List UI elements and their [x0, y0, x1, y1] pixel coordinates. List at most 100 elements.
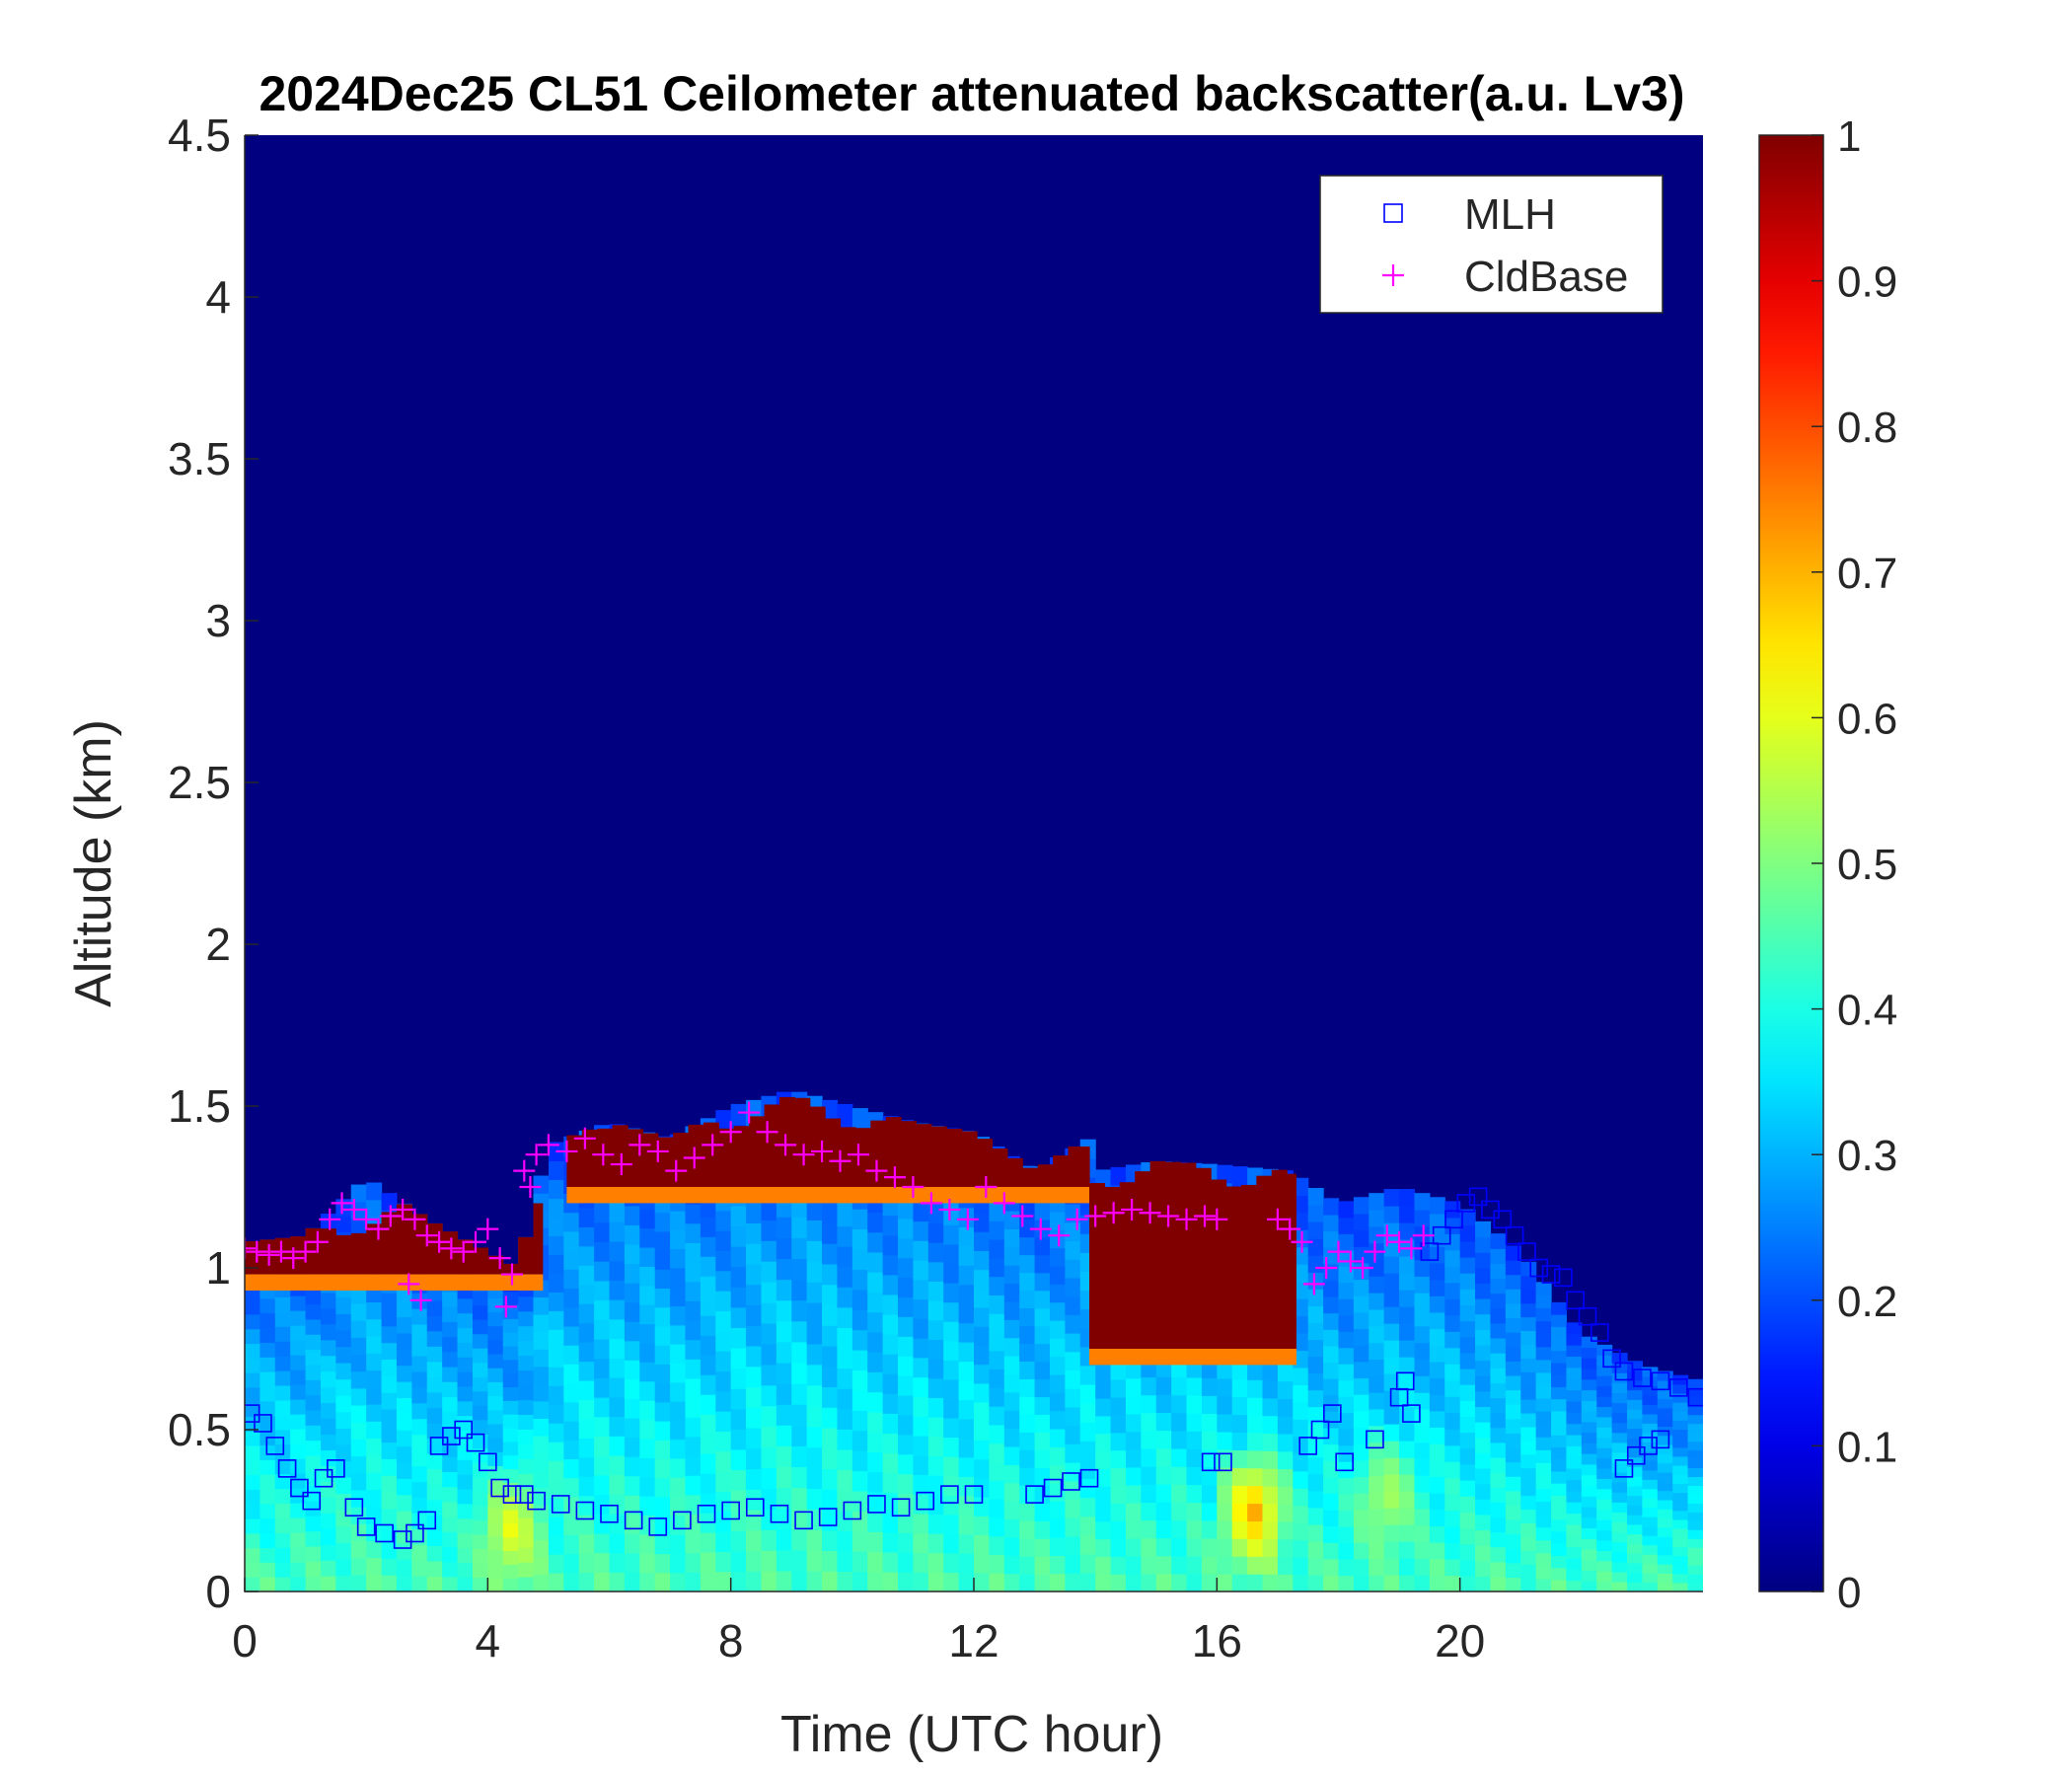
- heatmap-cell: [366, 1421, 383, 1440]
- heatmap-cell: [1049, 1211, 1066, 1230]
- mlh-point: [1578, 1306, 1597, 1326]
- heatmap-cell: [1581, 1368, 1597, 1380]
- heatmap-cell: [1262, 1538, 1279, 1557]
- mlh-point: [1566, 1291, 1585, 1310]
- heatmap-cell: [898, 1493, 915, 1514]
- heatmap-cell: [502, 1468, 519, 1483]
- heatmap-cell: [867, 1571, 884, 1591]
- heatmap-cell: [624, 1283, 640, 1303]
- heatmap-cell: [1459, 1304, 1476, 1322]
- heatmap-cell: [1505, 1317, 1521, 1333]
- heatmap-cell: [837, 1347, 853, 1369]
- heatmap-cell: [502, 1454, 519, 1470]
- heatmap-cell: [837, 1510, 853, 1531]
- heatmap-cell: [411, 1339, 428, 1357]
- heatmap-cell: [974, 1401, 990, 1422]
- heatmap-cell: [487, 1549, 504, 1565]
- heatmap-cell: [350, 1387, 367, 1406]
- heatmap-cell: [1414, 1325, 1431, 1344]
- heatmap-cell: [609, 1299, 626, 1320]
- heatmap-cell: [1323, 1411, 1340, 1429]
- heatmap-cell: [1429, 1328, 1445, 1346]
- heatmap-cell: [1551, 1410, 1568, 1424]
- heatmap-cell: [974, 1572, 990, 1591]
- heatmap-cell: [1611, 1422, 1628, 1434]
- heatmap-cell: [487, 1577, 504, 1591]
- heatmap-cell: [457, 1371, 474, 1387]
- heatmap-cell: [487, 1479, 504, 1495]
- heatmap-cell: [1505, 1533, 1521, 1549]
- heatmap-cell: [366, 1489, 383, 1508]
- heatmap-cell: [1034, 1290, 1051, 1309]
- heatmap-cell: [259, 1342, 276, 1358]
- heatmap-cell: [776, 1487, 792, 1510]
- heatmap-cell: [730, 1306, 747, 1328]
- heatmap-cell: [290, 1340, 307, 1356]
- heatmap-cell: [1307, 1490, 1324, 1509]
- heatmap-cell: [1687, 1405, 1703, 1416]
- heatmap-cell: [913, 1416, 929, 1437]
- heatmap-cell: [837, 1490, 853, 1512]
- heatmap-cell: [1505, 1548, 1521, 1564]
- cldbase-point: [1139, 1202, 1161, 1224]
- heatmap-cell: [806, 1302, 823, 1324]
- heatmap-cell: [670, 1305, 687, 1326]
- heatmap-cell: [1095, 1450, 1112, 1469]
- heatmap-cell: [1642, 1507, 1659, 1517]
- heatmap-cell: [1049, 1319, 1066, 1339]
- heatmap-cell: [1353, 1542, 1369, 1560]
- heatmap-cell: [1155, 1376, 1172, 1395]
- heatmap-cell: [898, 1316, 915, 1337]
- heatmap-cell: [791, 1425, 808, 1446]
- heatmap-cell: [320, 1434, 336, 1450]
- heatmap-cell: [442, 1291, 459, 1307]
- heatmap-cell: [958, 1553, 975, 1574]
- heatmap-cell: [1049, 1555, 1066, 1575]
- heatmap-cell: [472, 1491, 488, 1507]
- heatmap-cell: [1520, 1275, 1537, 1291]
- heatmap-cell: [913, 1201, 929, 1222]
- heatmap-cell: [1520, 1564, 1537, 1579]
- heatmap-cell: [989, 1554, 1005, 1574]
- heatmap-cell: [1353, 1459, 1369, 1478]
- heatmap-cell: [715, 1250, 732, 1272]
- heatmap-cell: [1065, 1425, 1081, 1444]
- heatmap-cell: [1672, 1483, 1689, 1494]
- heatmap-cell: [639, 1285, 656, 1305]
- heatmap-cell: [457, 1312, 474, 1329]
- heatmap-cell: [290, 1473, 307, 1489]
- heatmap-cell: [1505, 1505, 1521, 1520]
- mlh-point: [624, 1511, 643, 1530]
- heatmap-cell: [806, 1220, 823, 1241]
- heatmap-cell: [1049, 1284, 1066, 1303]
- cldbase-point: [282, 1247, 305, 1270]
- heatmap-cell: [761, 1509, 777, 1530]
- heatmap-cell: [1444, 1314, 1461, 1332]
- heatmap-cell: [1065, 1406, 1081, 1427]
- heatmap-cell: [639, 1342, 656, 1363]
- cloud-cell: [381, 1212, 398, 1275]
- heatmap-cell: [1581, 1485, 1597, 1497]
- heatmap-cell: [1383, 1273, 1400, 1291]
- heatmap-cell: [245, 1504, 260, 1519]
- heatmap-cell: [670, 1477, 687, 1498]
- legend-label: CldBase: [1464, 253, 1628, 301]
- heatmap-cell: [913, 1494, 929, 1515]
- heatmap-cell: [1231, 1503, 1248, 1521]
- cloud-edge-cell: [1089, 1349, 1106, 1366]
- mlh-point: [406, 1523, 424, 1543]
- mlh-point: [356, 1517, 376, 1536]
- heatmap-cell: [1034, 1325, 1051, 1345]
- heatmap-cell: [1551, 1483, 1568, 1496]
- heatmap-cell: [487, 1395, 504, 1411]
- cldbase-point: [1066, 1208, 1088, 1230]
- heatmap-cell: [1520, 1413, 1537, 1428]
- heatmap-cell: [442, 1321, 459, 1338]
- heatmap-cell: [563, 1269, 580, 1290]
- heatmap-cell: [806, 1426, 823, 1448]
- cloud-edge-cell: [518, 1274, 535, 1291]
- heatmap-cell: [730, 1408, 747, 1430]
- heatmap-cell: [958, 1226, 975, 1247]
- heatmap-cell: [594, 1221, 611, 1243]
- heatmap-cell: [624, 1340, 640, 1361]
